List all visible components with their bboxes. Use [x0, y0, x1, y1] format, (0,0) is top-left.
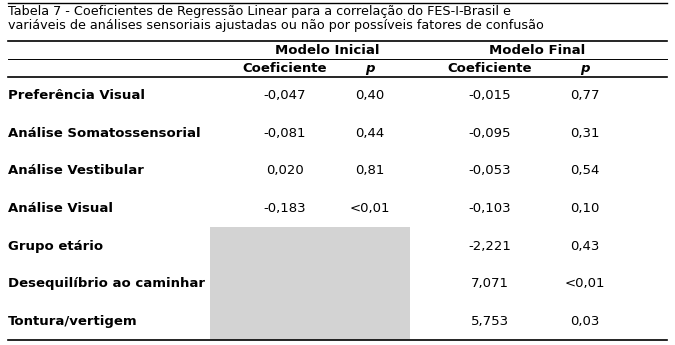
- Text: variáveis de análises sensoriais ajustadas ou não por possíveis fatores de confu: variáveis de análises sensoriais ajustad…: [8, 19, 544, 32]
- Text: <0,01: <0,01: [565, 277, 605, 290]
- Text: 5,753: 5,753: [471, 315, 509, 328]
- Text: Tontura/vertigem: Tontura/vertigem: [8, 315, 138, 328]
- Text: p: p: [365, 62, 375, 75]
- Text: 0,77: 0,77: [570, 89, 600, 102]
- Text: Desequilíbrio ao caminhar: Desequilíbrio ao caminhar: [8, 277, 205, 290]
- Text: -0,183: -0,183: [264, 202, 306, 215]
- Text: Preferência Visual: Preferência Visual: [8, 89, 145, 102]
- Text: -2,221: -2,221: [468, 239, 512, 253]
- Text: <0,01: <0,01: [350, 202, 390, 215]
- Text: 0,81: 0,81: [355, 165, 385, 177]
- Text: 0,40: 0,40: [355, 89, 385, 102]
- Text: p: p: [580, 62, 590, 75]
- Text: Análise Somatossensorial: Análise Somatossensorial: [8, 127, 200, 140]
- Text: 0,43: 0,43: [570, 239, 599, 253]
- Text: 0,10: 0,10: [570, 202, 599, 215]
- Text: -0,015: -0,015: [468, 89, 512, 102]
- Text: Análise Visual: Análise Visual: [8, 202, 113, 215]
- Text: 0,020: 0,020: [266, 165, 304, 177]
- Text: Modelo Final: Modelo Final: [489, 44, 586, 57]
- Text: 0,31: 0,31: [570, 127, 600, 140]
- Text: Tabela 7 - Coeficientes de Regressão Linear para a correlação do FES-I-Brasil e: Tabela 7 - Coeficientes de Regressão Lin…: [8, 5, 511, 18]
- Text: -0,053: -0,053: [468, 165, 512, 177]
- Text: Modelo Inicial: Modelo Inicial: [275, 44, 380, 57]
- Bar: [210, 227, 410, 340]
- Text: 0,03: 0,03: [570, 315, 599, 328]
- Text: Análise Vestibular: Análise Vestibular: [8, 165, 144, 177]
- Text: 7,071: 7,071: [471, 277, 509, 290]
- Text: -0,047: -0,047: [264, 89, 306, 102]
- Text: 0,54: 0,54: [570, 165, 599, 177]
- Text: Grupo etário: Grupo etário: [8, 239, 103, 253]
- Text: 0,44: 0,44: [355, 127, 385, 140]
- Text: Coeficiente: Coeficiente: [243, 62, 327, 75]
- Text: -0,095: -0,095: [468, 127, 511, 140]
- Text: Coeficiente: Coeficiente: [448, 62, 533, 75]
- Text: -0,103: -0,103: [468, 202, 512, 215]
- Text: -0,081: -0,081: [264, 127, 306, 140]
